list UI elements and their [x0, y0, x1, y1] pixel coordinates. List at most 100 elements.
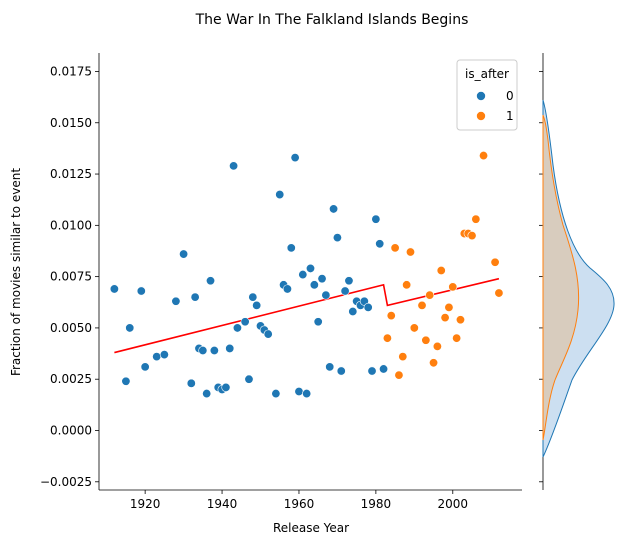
data-point-series-1 [455, 315, 465, 325]
y-tick-label: 0.0050 [50, 321, 92, 335]
legend-title: is_after [465, 67, 509, 81]
x-tick-label: 1920 [130, 497, 161, 511]
data-point-series-0 [294, 387, 304, 397]
x-tick-label: 1960 [284, 497, 315, 511]
data-point-series-0 [206, 276, 216, 286]
data-point-series-1 [467, 231, 477, 241]
data-point-series-0 [313, 317, 323, 327]
data-point-series-0 [286, 243, 296, 253]
data-point-series-0 [302, 389, 312, 399]
fit-lines [114, 277, 500, 354]
data-point-series-1 [490, 257, 500, 267]
data-point-series-0 [121, 376, 131, 386]
data-point-series-0 [336, 366, 346, 376]
data-point-series-0 [152, 352, 162, 362]
data-point-series-0 [244, 374, 254, 384]
data-point-series-0 [125, 323, 135, 333]
data-point-series-1 [417, 300, 427, 310]
data-point-series-0 [198, 345, 208, 355]
data-point-series-0 [232, 323, 242, 333]
data-point-series-0 [248, 292, 258, 302]
y-axis-title: Fraction of movies similar to event [9, 168, 23, 376]
y-tick-label: 0.0175 [50, 64, 92, 78]
regression-line [114, 277, 500, 354]
x-ticks: 1920 1940 1960 1980 2000 [130, 490, 468, 511]
x-tick-label: 2000 [438, 497, 469, 511]
data-point-series-0 [186, 378, 196, 388]
data-point-series-0 [275, 190, 285, 200]
y-tick-label: 0.0075 [50, 270, 92, 284]
data-point-series-0 [363, 302, 373, 312]
data-point-series-1 [432, 341, 442, 351]
data-point-series-1 [444, 302, 454, 312]
data-point-series-0 [375, 239, 385, 249]
y-tick-label: 0.0100 [50, 218, 92, 232]
data-point-series-0 [290, 153, 300, 163]
data-point-series-0 [225, 343, 235, 353]
data-point-series-0 [263, 329, 273, 339]
x-axis-title: Release Year [273, 521, 349, 535]
legend-label-1: 1 [506, 109, 514, 123]
data-point-series-0 [209, 345, 219, 355]
main-plot: −0.0025 0.0000 0.0025 0.0050 0.0075 0.0100 0.0… [40, 53, 522, 511]
data-point-series-0 [282, 284, 292, 294]
data-point-series-0 [305, 263, 315, 273]
x-tick-label: 1980 [361, 497, 392, 511]
legend-box [456, 59, 518, 131]
data-point-series-0 [240, 317, 250, 327]
data-point-series-1 [436, 265, 446, 275]
data-point-series-0 [221, 382, 231, 392]
data-point-series-0 [136, 286, 146, 296]
data-point-series-0 [298, 270, 308, 280]
data-point-series-1 [390, 243, 400, 253]
chart-title: The War In The Falkland Islands Begins [195, 12, 469, 28]
data-point-series-1 [448, 282, 458, 292]
data-point-series-1 [494, 288, 504, 298]
density-curve-1 [542, 114, 580, 441]
marginal-density [539, 53, 615, 490]
y-tick-label: −0.0025 [40, 475, 92, 489]
data-point-series-1 [409, 323, 419, 333]
data-point-series-1 [386, 311, 396, 321]
data-point-series-0 [271, 389, 281, 399]
data-point-series-0 [332, 233, 342, 243]
data-point-series-1 [471, 214, 481, 224]
data-point-series-0 [159, 350, 169, 360]
data-point-series-0 [379, 364, 389, 374]
data-point-series-0 [171, 296, 181, 306]
data-point-series-1 [425, 290, 435, 300]
data-point-series-1 [394, 370, 404, 380]
legend-marker-1 [476, 111, 486, 121]
data-point-series-1 [440, 313, 450, 323]
data-point-series-1 [429, 358, 439, 368]
data-point-series-0 [109, 284, 119, 294]
data-point-series-0 [325, 362, 335, 372]
data-point-series-0 [348, 307, 358, 317]
scatter-points [109, 151, 504, 399]
data-point-series-0 [367, 366, 377, 376]
data-point-series-0 [229, 161, 239, 171]
data-point-series-0 [202, 389, 212, 399]
legend-marker-0 [476, 91, 486, 101]
data-point-series-1 [402, 280, 412, 290]
data-point-series-0 [140, 362, 150, 372]
data-point-series-0 [329, 204, 339, 214]
y-tick-label: 0.0000 [50, 424, 92, 438]
y-tick-label: 0.0150 [50, 116, 92, 130]
marginal-ticks [539, 71, 543, 483]
data-point-series-0 [340, 286, 350, 296]
y-tick-label: 0.0125 [50, 167, 92, 181]
legend: is_after 0 1 [456, 59, 518, 131]
data-point-series-1 [405, 247, 415, 257]
data-point-series-1 [382, 333, 392, 343]
data-point-series-0 [190, 292, 200, 302]
data-point-series-0 [252, 300, 262, 310]
data-point-series-0 [371, 214, 381, 224]
data-point-series-1 [398, 352, 408, 362]
legend-label-0: 0 [506, 89, 514, 103]
data-point-series-1 [421, 335, 431, 345]
y-tick-label: 0.0025 [50, 372, 92, 386]
data-point-series-1 [479, 151, 489, 161]
y-ticks: −0.0025 0.0000 0.0025 0.0050 0.0075 0.0100 0.0… [40, 64, 99, 489]
data-point-series-0 [321, 290, 331, 300]
